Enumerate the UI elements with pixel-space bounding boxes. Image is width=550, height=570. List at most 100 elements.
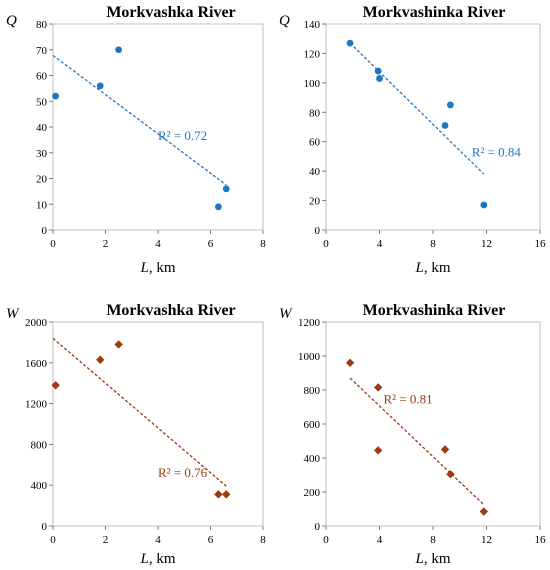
x-axis-label: L, km <box>414 551 450 567</box>
x-tick-label: 8 <box>430 534 436 546</box>
y-tick-label: 100 <box>304 78 321 90</box>
x-axis-label: L, km <box>414 260 450 276</box>
x-tick-label: 0 <box>323 534 329 546</box>
y-tick-label: 1200 <box>25 399 48 411</box>
chart-panel-4: Morkvashinka River 0 200 400 600 800 1000 1200 0… <box>279 302 546 567</box>
y-tick-label: 10 <box>36 199 48 211</box>
x-tick-label: 8 <box>430 238 436 250</box>
y-tick-label: 140 <box>304 19 321 31</box>
data-point <box>96 355 105 364</box>
data-point <box>114 340 123 349</box>
data-point <box>222 490 231 499</box>
data-point <box>480 201 488 209</box>
y-tick-label: 60 <box>36 71 48 83</box>
plot-frame <box>52 321 264 527</box>
x-tick-label: 0 <box>323 238 329 250</box>
chart-panel-1: Morkvashka River 0 10 20 30 40 50 60 70 80 0 2 4 6 8 Q L… <box>6 4 266 276</box>
data-point <box>479 507 489 516</box>
y-tick-label: 400 <box>31 480 48 492</box>
data-point <box>96 82 104 90</box>
x-tick-label: 4 <box>377 238 383 250</box>
chart-title: Morkvashka River <box>106 4 235 21</box>
y-tick-label: 800 <box>304 385 321 397</box>
chart-title: Morkvashka River <box>106 302 235 319</box>
r-squared-label: R² = 0.84 <box>472 144 522 159</box>
y-tick-label: 20 <box>36 174 48 186</box>
chart-panel-3: Morkvashka River 0 400 800 1200 1600 2000 0 2 4 6 8… <box>6 302 266 567</box>
x-tick-label: 12 <box>481 238 492 250</box>
y-tick-label: 80 <box>36 19 48 31</box>
x-tick-label: 16 <box>535 534 547 546</box>
x-tick-label: 6 <box>208 534 214 546</box>
data-point <box>373 446 383 455</box>
y-tick-label: 0 <box>42 225 48 237</box>
chart-panel-2: Morkvashinka River 0 20 40 60 80 100 120 140 0 4 8 1… <box>279 4 546 276</box>
y-axis-label: Q <box>6 13 17 29</box>
y-tick-label: 0 <box>315 521 321 533</box>
x-axis-label: L, km <box>139 260 175 276</box>
x-tick-label: 4 <box>377 534 383 546</box>
y-tick-label: 600 <box>304 419 321 431</box>
chart-title: Morkvashinka River <box>363 302 506 319</box>
r-squared-label: R² = 0.76 <box>158 465 208 480</box>
x-tick-label: 0 <box>50 534 56 546</box>
data-point <box>374 67 382 75</box>
data-point <box>52 92 60 100</box>
data-point <box>440 445 450 454</box>
y-tick-label: 30 <box>36 148 48 160</box>
y-tick-label: 40 <box>36 122 48 134</box>
data-point <box>214 490 223 499</box>
r-squared-label: R² = 0.81 <box>384 392 433 407</box>
x-tick-label: 8 <box>260 238 266 250</box>
y-tick-label: 40 <box>309 166 321 178</box>
y-tick-label: 0 <box>42 521 48 533</box>
trendline <box>52 337 227 487</box>
plot-frame <box>325 321 541 527</box>
y-tick-label: 70 <box>36 45 48 57</box>
y-tick-label: 60 <box>309 137 321 149</box>
x-tick-label: 12 <box>481 534 492 546</box>
data-point <box>376 75 383 82</box>
x-tick-label: 2 <box>103 534 109 546</box>
data-point <box>446 101 454 109</box>
y-tick-label: 20 <box>309 196 321 208</box>
data-point <box>446 469 455 479</box>
x-tick-label: 6 <box>208 238 214 250</box>
plot-frame <box>325 23 541 231</box>
r-squared-label: R² = 0.72 <box>158 128 207 143</box>
y-axis-label: W <box>279 306 293 322</box>
chart-title: Morkvashinka River <box>363 4 506 21</box>
y-tick-label: 80 <box>309 107 321 119</box>
data-point <box>115 46 123 54</box>
x-tick-label: 2 <box>103 238 109 250</box>
x-axis-label: L, km <box>139 551 175 567</box>
y-tick-label: 2000 <box>25 317 48 329</box>
x-tick-label: 4 <box>155 238 161 250</box>
x-tick-label: 8 <box>260 534 266 546</box>
y-tick-label: 50 <box>36 96 48 108</box>
trendline <box>349 377 485 506</box>
data-point <box>441 122 449 129</box>
data-point <box>214 203 222 211</box>
x-tick-label: 4 <box>155 534 161 546</box>
y-tick-label: 200 <box>304 487 321 499</box>
data-point <box>346 39 354 47</box>
data-point <box>373 383 383 392</box>
y-tick-label: 0 <box>315 225 321 237</box>
x-tick-label: 16 <box>535 238 547 250</box>
y-tick-label: 120 <box>304 48 321 60</box>
y-tick-label: 1200 <box>298 317 321 329</box>
trendline <box>349 42 485 175</box>
trendline <box>52 54 227 186</box>
data-point <box>51 381 60 390</box>
y-tick-label: 1600 <box>25 358 48 370</box>
data-point <box>345 358 355 367</box>
y-tick-label: 1000 <box>298 351 321 363</box>
y-tick-label: 400 <box>304 453 321 465</box>
x-tick-label: 0 <box>50 238 56 250</box>
y-axis-label: W <box>6 306 20 322</box>
y-tick-label: 800 <box>31 439 48 451</box>
y-axis-label: Q <box>279 13 290 29</box>
data-point <box>222 185 230 193</box>
